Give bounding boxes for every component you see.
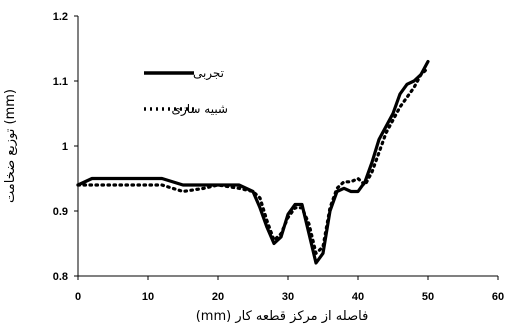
series-line-simulation [76,66,430,255]
x-tick-label: 30 [282,291,294,303]
y-tick-label: 1 [62,141,68,153]
legend-label-simulation: شبیه سازی [172,102,228,117]
y-tick-label: 1.2 [53,11,68,23]
y-axis-title: توزیع ضخامت (mm) [3,89,18,203]
y-tick-label: 1.1 [53,76,68,88]
x-axis-title: فاصله از مرکز قطعه کار (mm) [196,309,369,324]
x-tick-label: 10 [142,291,154,303]
x-tick-label: 60 [492,291,504,303]
x-tick-label: 50 [422,291,434,303]
y-tick-label: 0.8 [53,271,68,283]
legend-label-experimental: تجربی [193,66,224,81]
x-tick-label: 40 [352,291,364,303]
y-ticks: 0.8 0.9 1 1.1 1.2 [53,11,78,283]
x-ticks: 0 10 20 30 40 50 60 [75,276,504,303]
x-tick-label: 20 [212,291,224,303]
series-layer [76,59,430,265]
legend: تجربی شبیه سازی [144,66,228,117]
plot-area [77,16,498,277]
y-tick-label: 0.9 [53,206,68,218]
series-line-experimental [76,59,430,265]
x-tick-label: 0 [75,291,81,303]
